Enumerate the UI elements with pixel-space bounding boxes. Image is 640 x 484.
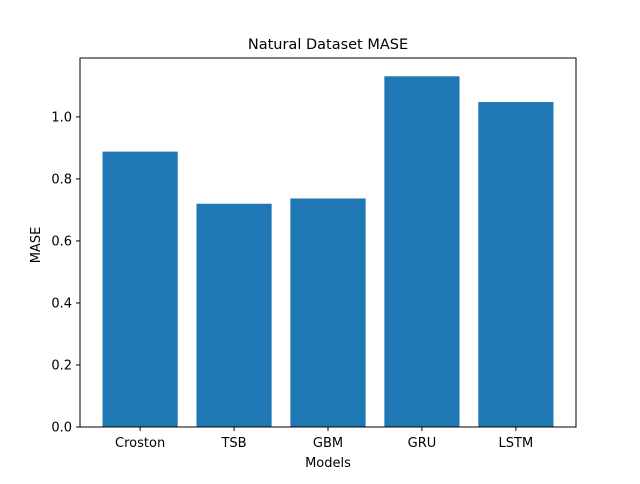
y-tick-label: 0.4 xyxy=(51,296,72,311)
x-tick-label: TSB xyxy=(220,436,246,451)
y-axis-label: MASE xyxy=(29,227,44,264)
axes-layer: 0.0 0.2 0.4 0.6 0.8 1.0 Croston TSB GBM GRU LSTM xyxy=(51,57,577,451)
bar-gbm xyxy=(290,198,366,427)
bar-lstm xyxy=(478,102,554,428)
x-tick-label: GBM xyxy=(313,436,343,451)
y-tick-label: 0.8 xyxy=(51,172,72,187)
bar-croston xyxy=(102,151,178,427)
y-tick-label: 0.2 xyxy=(51,358,72,373)
x-tick-label: LSTM xyxy=(499,436,534,451)
y-tick-label: 0.6 xyxy=(51,234,72,249)
x-tick-label: GRU xyxy=(408,436,437,451)
bar-tsb xyxy=(196,203,272,427)
y-tick-label: 0.0 xyxy=(51,421,72,436)
chart-title: Natural Dataset MASE xyxy=(248,37,408,53)
y-tick-label: 1.0 xyxy=(51,110,72,125)
x-axis-label: Models xyxy=(305,456,351,471)
x-tick-label: Croston xyxy=(115,436,165,451)
bars-layer xyxy=(102,76,554,428)
bar-gru xyxy=(384,76,460,428)
